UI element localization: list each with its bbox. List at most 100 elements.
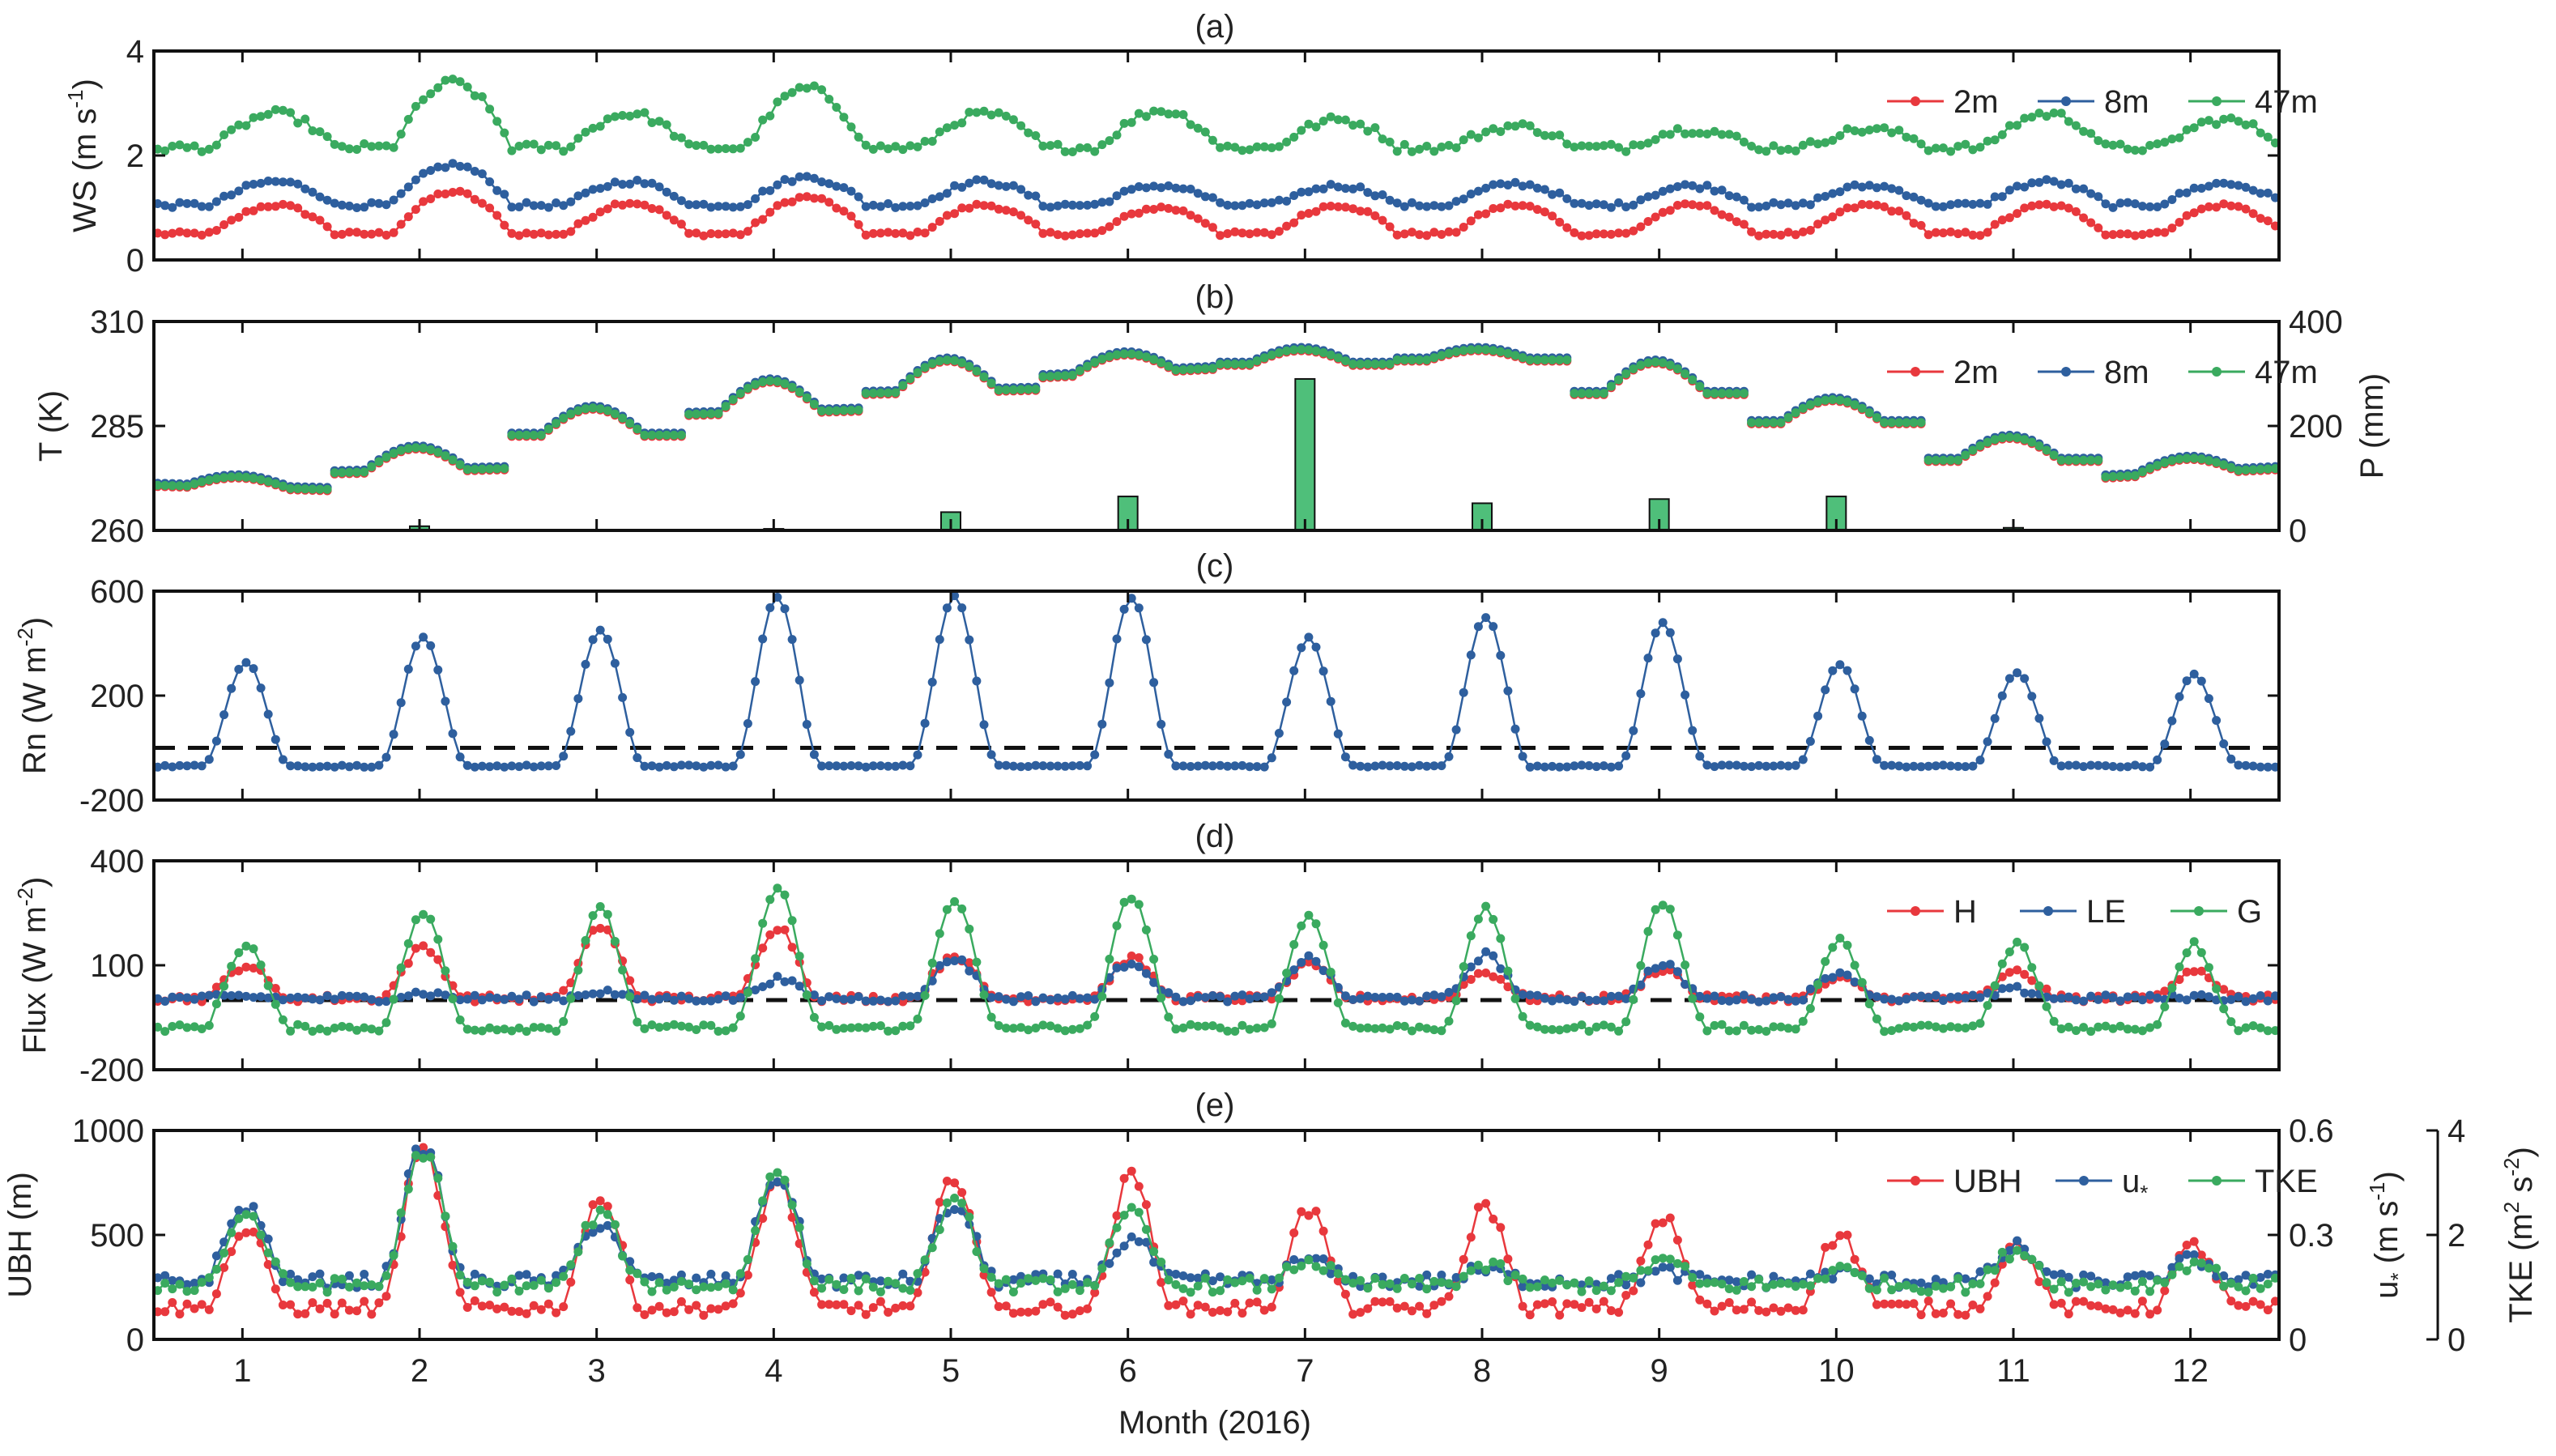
data-point-green	[190, 479, 199, 488]
data-point-ustar	[588, 1228, 598, 1237]
data-point-47m	[2034, 109, 2044, 118]
data-point-8m	[2094, 192, 2103, 202]
x-tick-label: 7	[1296, 1353, 1314, 1389]
data-point-8m	[403, 182, 413, 192]
data-point-LE	[2004, 983, 2014, 993]
data-point-TKE	[1643, 1266, 1653, 1275]
data-point-green	[1230, 360, 1240, 369]
data-point-UBH	[1702, 1299, 1712, 1309]
data-point-LE	[352, 991, 362, 1001]
data-point-G	[1053, 1024, 1063, 1033]
data-point-green	[1702, 389, 1712, 398]
data-point-47m	[2153, 139, 2162, 149]
data-point-47m	[1503, 121, 1513, 130]
data-point-LE	[1304, 951, 1314, 960]
data-point-LE	[1584, 995, 1594, 1005]
data-point-47m	[1459, 135, 1468, 145]
data-point-UBH	[1378, 1297, 1387, 1307]
data-point-8m	[2263, 188, 2273, 198]
data-point-LE	[1570, 997, 1579, 1007]
data-point-LE	[1031, 997, 1041, 1007]
data-point-8m	[1134, 182, 1144, 191]
data-point-H	[1473, 969, 1483, 978]
data-point-ustar	[2130, 1271, 2140, 1280]
data-point-2m	[1112, 217, 1122, 227]
data-point-UBH	[1437, 1296, 1446, 1306]
data-point-Rn	[1821, 685, 1830, 695]
data-point-green	[1134, 350, 1144, 360]
data-point-TKE	[1496, 1259, 1506, 1268]
data-point-green	[905, 374, 915, 384]
data-point-TKE	[322, 1288, 332, 1297]
data-point-G	[1975, 1019, 1985, 1028]
data-point-G	[1821, 956, 1830, 966]
data-point-8m	[1983, 199, 1992, 209]
data-point-green	[581, 404, 590, 414]
data-point-8m	[1584, 201, 1594, 211]
data-point-47m	[787, 87, 797, 97]
data-point-2m	[905, 231, 915, 241]
data-point-47m	[2189, 123, 2199, 133]
data-point-UBH	[1363, 1304, 1373, 1313]
data-point-LE	[884, 997, 893, 1007]
data-point-TKE	[2189, 1257, 2199, 1267]
data-point-UBH	[1783, 1303, 1793, 1313]
data-point-ustar	[1732, 1277, 1741, 1287]
data-point-TKE	[352, 1278, 362, 1288]
data-point-2m	[957, 203, 967, 213]
data-point-LE	[1614, 991, 1624, 1001]
data-point-47m	[950, 121, 960, 130]
data-point-H	[411, 943, 420, 953]
data-point-G	[190, 1022, 199, 1032]
legend-label: 47m	[2255, 84, 2318, 120]
data-point-Rn	[1067, 761, 1077, 771]
data-point-TKE	[293, 1282, 303, 1292]
data-point-8m	[714, 202, 723, 211]
data-point-green	[522, 430, 531, 440]
data-point-UBH	[470, 1296, 479, 1305]
data-point-LE	[647, 994, 657, 1004]
data-point-47m	[640, 108, 650, 117]
data-point-TKE	[175, 1279, 185, 1289]
data-point-LE	[2101, 990, 2111, 1000]
data-point-8m	[1975, 198, 1985, 208]
data-point-Rn	[1636, 689, 1646, 699]
legend-label: 2m	[1953, 355, 1999, 390]
data-point-TKE	[618, 1251, 628, 1261]
data-point-green	[1363, 360, 1373, 369]
data-point-8m	[1437, 202, 1446, 211]
data-point-47m	[1548, 131, 1557, 141]
data-point-TKE	[765, 1172, 775, 1181]
data-point-UBH	[957, 1188, 967, 1198]
data-point-TKE	[714, 1282, 723, 1292]
data-point-47m	[1134, 109, 1144, 118]
data-point-UBH	[699, 1310, 709, 1320]
data-point-LE	[455, 995, 465, 1005]
data-point-8m	[1894, 185, 1904, 195]
data-point-green	[286, 483, 296, 493]
data-point-G	[1363, 1023, 1373, 1032]
data-point-TKE	[1548, 1278, 1557, 1288]
y-tick-label: 0.6	[2289, 1113, 2334, 1149]
data-point-G	[1008, 1024, 1018, 1033]
data-point-G	[1083, 1020, 1093, 1030]
data-point-green	[308, 484, 317, 494]
data-point-8m	[905, 202, 915, 211]
data-point-2m	[1961, 228, 1970, 237]
data-point-2m	[1821, 215, 1830, 225]
data-point-green	[780, 379, 790, 389]
data-point-47m	[1216, 143, 1225, 152]
data-point-TKE	[1621, 1271, 1631, 1281]
data-point-green	[1695, 381, 1705, 391]
data-point-47m	[514, 142, 524, 151]
data-point-2m	[1067, 230, 1077, 240]
data-point-47m	[1747, 142, 1757, 151]
data-point-G	[293, 1020, 303, 1029]
data-point-Rn	[286, 761, 296, 771]
data-point-2m	[2248, 209, 2258, 219]
data-point-2m	[1724, 212, 1734, 222]
data-point-green	[1496, 347, 1506, 356]
data-point-green	[1024, 385, 1033, 394]
data-point-8m	[743, 200, 752, 210]
